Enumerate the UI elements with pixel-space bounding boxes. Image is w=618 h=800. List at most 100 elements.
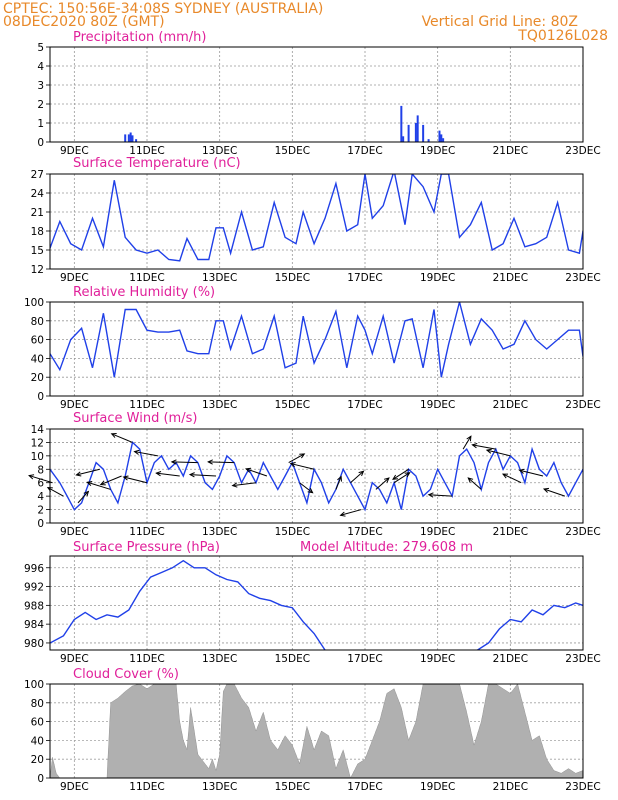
wind-arrow-head [83,490,90,497]
cloud-area [50,684,583,778]
precip-xtick-label: 19DEC [420,145,455,157]
wind-arrow [99,475,122,486]
wind-arrow-shaft [232,482,257,487]
wind-xtick-label: 23DEC [565,526,600,538]
wind-arrow-shaft [467,477,482,490]
precip-ytick-label: 5 [37,42,44,54]
header-code: TQ0126L028 [517,28,608,44]
wind-ytick-label: 6 [37,478,44,490]
wind-arrow-shaft [350,470,364,484]
wind-xtick-label: 21DEC [493,526,528,538]
header-grid-note: Vertical Grid Line: 80Z [422,14,578,30]
wind-ytick-label: 14 [31,424,45,436]
pres-series-line [50,559,583,650]
temp-ytick-label: 24 [31,188,45,200]
temp-ytick-label: 15 [31,245,44,257]
rh-xtick-label: 9DEC [60,399,89,411]
cloud-panel: Cloud Cover (%) 0 20 40 60 80 100 9DEC 11DEC 13DE… [24,667,601,793]
pres-title: Surface Pressure (hPa) [73,540,220,555]
wind-arrow [75,468,100,477]
cloud-xtick-label: 13DEC [202,781,237,793]
pres-ytick-label: 996 [24,563,44,575]
wind-arrow-shaft [111,433,133,443]
temp-xtick-label: 21DEC [493,272,528,284]
precip-bar [414,123,417,142]
wind-arrow [375,477,390,490]
cloud-ytick-label: 20 [31,754,44,766]
rh-ytick-label: 60 [31,335,44,347]
wind-arrow-head [427,492,434,498]
wind-arrow-shaft [486,449,511,457]
precip-xtick-label: 15DEC [275,145,310,157]
temp-xtick-label: 11DEC [129,272,164,284]
wind-arrow [28,474,53,484]
precip-ytick-label: 1 [37,118,44,130]
wind-arrow [471,443,496,450]
wind-arrow-shaft [462,436,472,450]
cloud-xtick-label: 15DEC [275,781,310,793]
rh-xtick-label: 11DEC [129,399,164,411]
wind-arrow [467,477,482,490]
wind-arrow-shaft [393,472,410,484]
wind-ytick-label: 8 [37,464,44,476]
pres-ytick-label: 992 [24,582,44,594]
rh-ytick-label: 40 [31,353,44,365]
precip-bar [438,130,441,142]
wind-arrow-head [467,477,474,483]
cloud-xtick-label: 23DEC [565,781,600,793]
temp-xtick-label: 13DEC [202,272,237,284]
wind-ytick-label: 12 [31,437,44,449]
precip-xtick-label: 17DEC [347,145,382,157]
precip-bar [400,105,403,142]
wind-ytick-label: 10 [31,451,44,463]
precip-bar [427,139,430,142]
pres-xtick-label: 13DEC [202,653,237,665]
model-altitude: Model Altitude: 279.608 m [300,540,473,555]
precip-bar [416,115,419,142]
precip-xtick-label: 23DEC [565,145,600,157]
wind-arrow-head [110,433,117,438]
pres-data [50,559,583,650]
cloud-xtick-label: 17DEC [347,781,382,793]
wind-title: Surface Wind (m/s) [73,411,197,426]
precip-xtick-label: 21DEC [493,145,528,157]
pres-frame [49,555,584,651]
precip-bar [440,134,443,142]
precip-title: Precipitation (mm/h) [73,30,206,45]
cloud-data [50,684,583,778]
wind-arrow-head [518,468,525,474]
precip-bar [442,138,445,142]
header-date: 08DEC2020 80Z (GMT) [3,14,165,30]
wind-series-line [50,441,583,512]
wind-arrow [122,475,148,484]
wind-arrow-head [299,453,306,459]
wind-arrow [188,472,217,478]
precip-ytick-label: 4 [37,61,44,73]
wind-arrow [77,490,90,504]
precip-ytick-label: 2 [37,99,44,111]
precip-panel: Precipitation (mm/h) 0 1 2 3 4 5 9DEC 11DEC 13DEC… [37,30,600,157]
rh-ytick-label: 100 [24,297,44,309]
wind-arrow-shaft [502,473,522,484]
wind-arrow [427,492,453,498]
wind-arrow [289,462,315,470]
temp-xtick-label: 23DEC [565,272,600,284]
precip-bar [407,124,410,142]
wind-arrow-shaft [77,491,89,504]
wind-arrow-head [466,435,472,442]
rh-frame [49,301,584,397]
precip-bar [124,134,127,142]
pres-xtick-label: 17DEC [347,653,382,665]
cloud-ytick-label: 40 [31,735,44,747]
wind-arrow-shaft [208,461,235,464]
cloud-ytick-label: 60 [31,717,44,729]
wind-arrow-shaft [335,476,342,490]
wind-xtick-label: 19DEC [420,526,455,538]
wind-data [50,441,583,512]
precip-ytick-label: 0 [37,137,44,149]
wind-xtick-label: 11DEC [129,526,164,538]
temp-xtick-label: 9DEC [60,272,89,284]
wind-arrow-shaft [76,468,100,476]
precip-ytick-label: 3 [37,80,44,92]
wind-arrow [485,448,511,457]
